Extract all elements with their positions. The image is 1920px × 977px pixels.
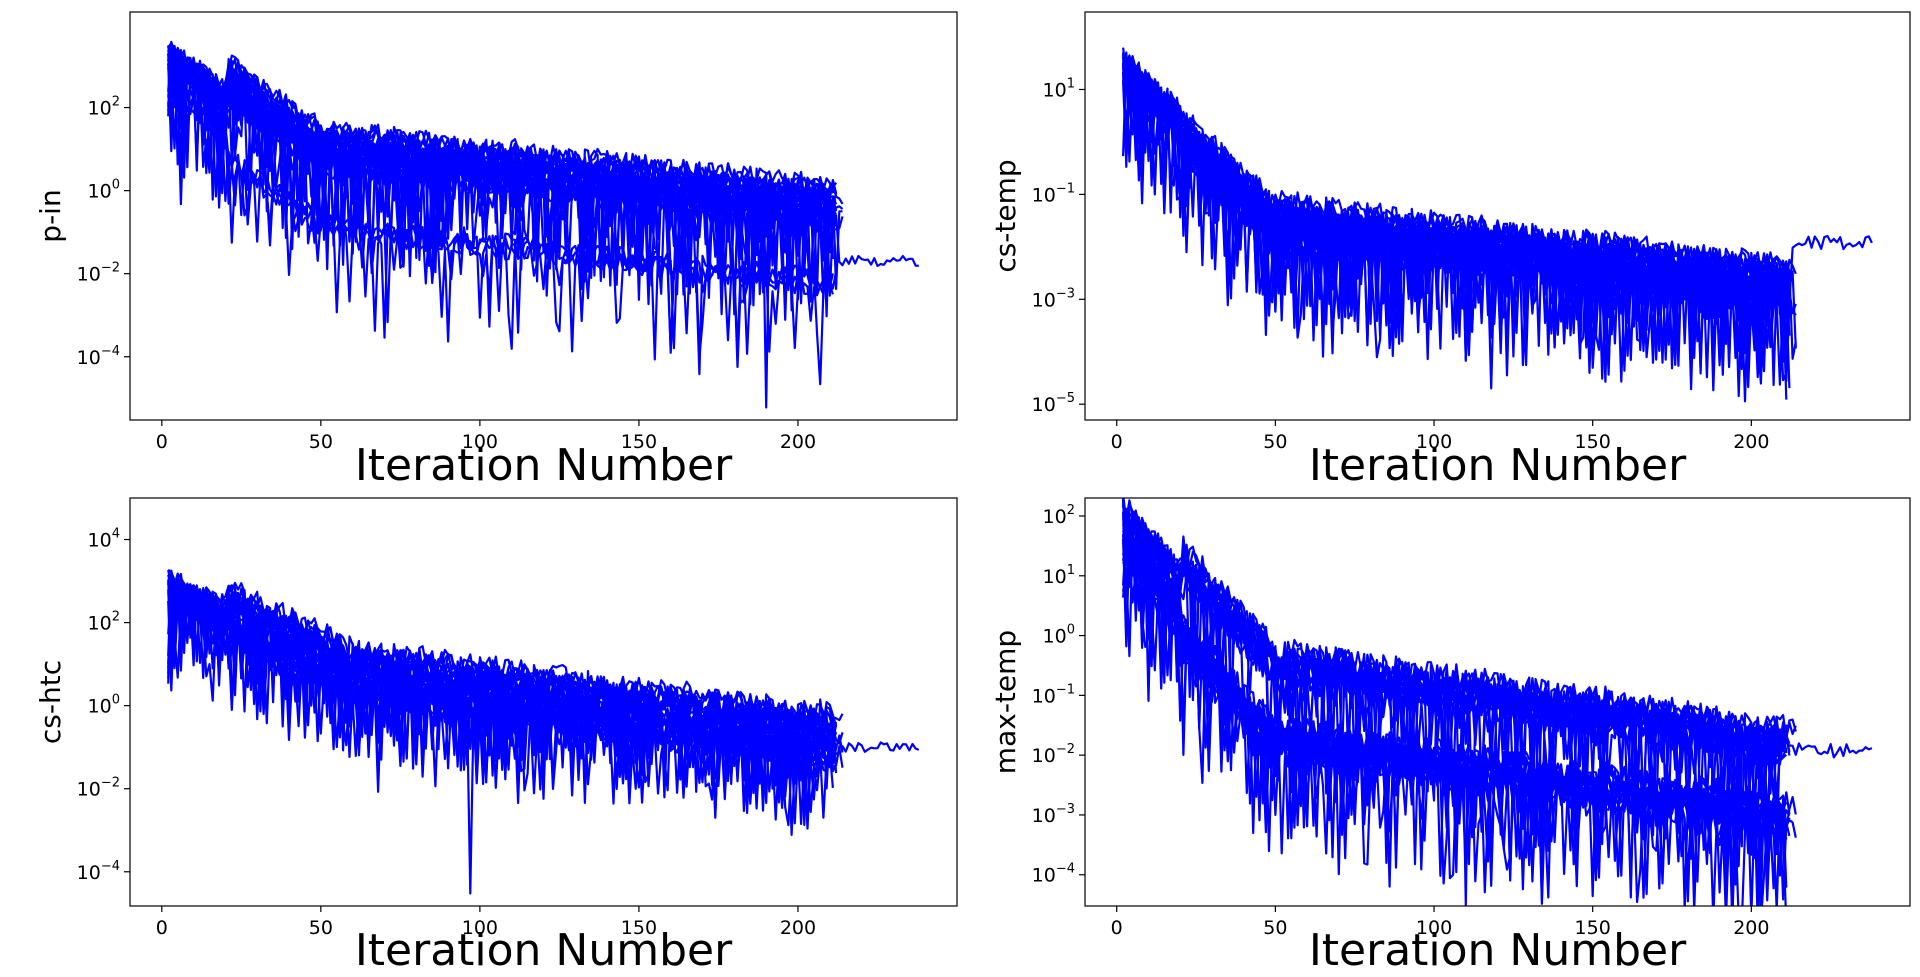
- x-tick-label: 150: [621, 917, 657, 939]
- series-line-28: [1122, 538, 1791, 877]
- y-tick-label: 10−2: [77, 261, 120, 286]
- x-tick-label: 100: [462, 917, 498, 939]
- y-axis-label: cs-htc: [34, 660, 67, 744]
- x-tick-label: 0: [156, 917, 168, 939]
- subplot-max-temp: 0 50 100 150 200 102 101 100 10−1 10−2 10−3 10−4 max…: [989, 497, 1911, 976]
- x-tick-label: 200: [780, 431, 816, 453]
- x-tick-label: 0: [156, 431, 168, 453]
- series-line-26: [167, 46, 838, 288]
- y-tick-label: 10−5: [1032, 391, 1075, 416]
- y-tick-label: 102: [88, 610, 120, 635]
- y-tick-label: 10−1: [1032, 682, 1075, 707]
- x-tick-label: 200: [780, 917, 816, 939]
- y-tick-label: 102: [1043, 503, 1075, 528]
- x-tick-label: 100: [462, 431, 498, 453]
- subplot-cs-temp: 0 50 100 150 200 101 10−1 10−3 10−5 cs-temp Iterat…: [989, 11, 1911, 491]
- y-tick-label: 104: [88, 527, 120, 552]
- plot-frame: [1084, 497, 1911, 907]
- series-line-28: [167, 569, 844, 782]
- x-tick-label: 50: [1263, 917, 1287, 939]
- y-tick-label: 10−4: [77, 344, 120, 369]
- x-axis-label: Iteration Number: [1309, 925, 1687, 976]
- x-axis-label: Iteration Number: [1309, 440, 1687, 491]
- x-tick-label: 50: [309, 917, 333, 939]
- subplot-cs-htc: 0 50 100 150 200 104 102 100 10−2 10−4 cs-htc Itera…: [34, 497, 958, 976]
- series-group: [167, 568, 920, 895]
- plot-frame: [129, 11, 958, 421]
- series-line-30: [167, 569, 838, 783]
- series-line-28: [1122, 63, 1788, 345]
- y-tick-label: 101: [1043, 563, 1075, 588]
- y-tick-label: 102: [88, 95, 120, 120]
- series-line-15: [1122, 498, 1797, 835]
- plot-frame: [129, 497, 958, 907]
- x-tick-label: 150: [621, 431, 657, 453]
- y-tick-label: 10−3: [1032, 286, 1075, 311]
- x-tick-label: 150: [1575, 431, 1611, 453]
- x-tick-label: 200: [1733, 431, 1769, 453]
- x-tick-label: 100: [1416, 917, 1452, 939]
- series-line-30: [167, 77, 834, 386]
- series-line-30: [1122, 525, 1787, 906]
- y-tick-label: 100: [1043, 623, 1075, 648]
- y-tick-label: 100: [88, 178, 120, 203]
- series-group: [1122, 47, 1873, 403]
- x-tick-label: 150: [1575, 917, 1611, 939]
- y-tick-label: 100: [88, 693, 120, 718]
- x-tick-label: 0: [1111, 431, 1123, 453]
- y-axis-label: max-temp: [989, 630, 1022, 774]
- y-tick-label: 10−4: [77, 859, 120, 884]
- y-axis-label: p-in: [34, 189, 67, 242]
- series-group: [167, 40, 919, 409]
- y-tick-label: 10−2: [1032, 742, 1075, 767]
- x-tick-label: 50: [1263, 431, 1287, 453]
- plot-frame: [1084, 11, 1911, 421]
- series-line-30: [1122, 53, 1797, 363]
- series-group: [1122, 498, 1873, 906]
- series-line-29: [167, 87, 838, 358]
- y-tick-label: 101: [1043, 76, 1075, 101]
- x-axis-label: Iteration Number: [355, 440, 733, 491]
- x-tick-label: 200: [1733, 917, 1769, 939]
- y-tick-label: 10−3: [1032, 802, 1075, 827]
- y-axis-label: cs-temp: [989, 159, 1022, 272]
- y-tick-label: 10−4: [1032, 862, 1075, 887]
- x-tick-label: 50: [309, 431, 333, 453]
- y-tick-label: 10−2: [77, 776, 120, 801]
- x-tick-label: 100: [1416, 431, 1452, 453]
- x-axis-label: Iteration Number: [355, 925, 733, 976]
- y-tick-label: 10−1: [1032, 181, 1075, 206]
- subplot-p-in: 0 50 100 150 200 102 100 10−2 10−4 p-in Iteration …: [34, 11, 958, 491]
- x-tick-label: 0: [1111, 917, 1123, 939]
